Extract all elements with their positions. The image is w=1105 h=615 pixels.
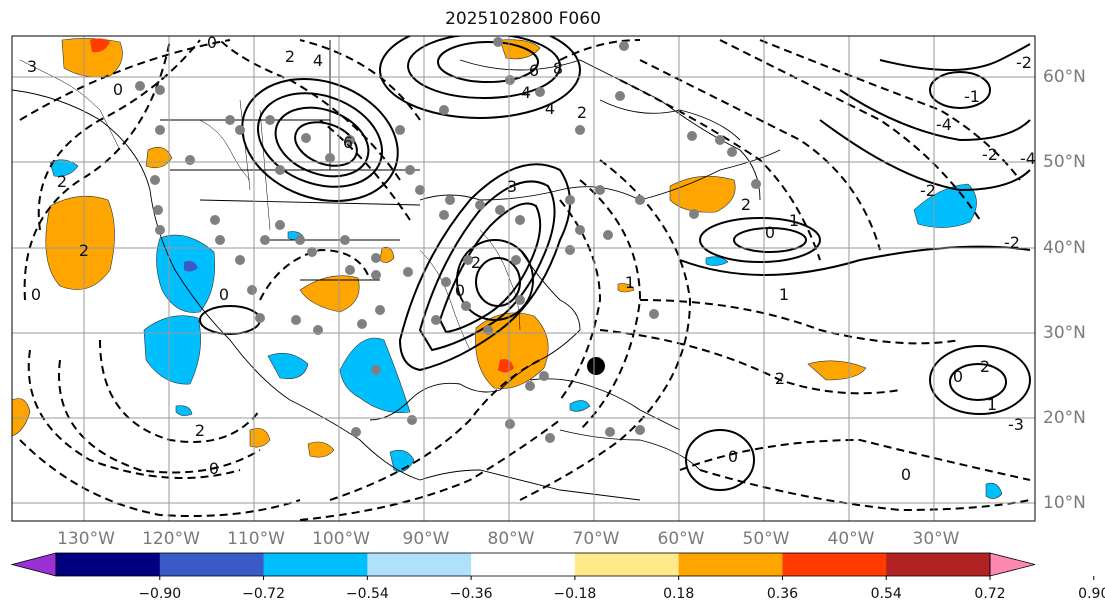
longitude-label: 120°W [142,529,200,549]
colorbar-tick-label: 0.72 [974,586,1006,602]
contour-label: 3 [27,57,37,76]
contour-label: 2 [741,195,751,214]
contour-label: -2 [982,145,998,164]
colorbar-segment [886,553,991,576]
shading-blue [184,260,198,272]
colorbar-tick-label: 0.90 [1078,586,1105,602]
latitude-label: 20°N [1043,408,1086,428]
contour-label: -2 [920,181,936,200]
contour-label: 6 [529,61,539,80]
colorbar-tick-label: −0.72 [242,586,285,602]
colorbar-tick-label: −0.36 [449,586,493,602]
contour-label: -4 [1020,149,1036,168]
latitude-label: 60°N [1043,67,1086,87]
contour-label: 1 [625,273,635,292]
contour-label: 8 [553,59,563,78]
latitude-label: 50°N [1043,152,1086,172]
coastline-detail [19,59,521,351]
longitude-label: 90°W [402,529,450,549]
latitude-label: 40°N [1043,238,1086,258]
colorbar-tick-label: −0.18 [553,586,597,602]
colorbar-tick-label: 0.54 [870,586,902,602]
contour-label: -4 [936,115,952,134]
longitude-label: 130°W [57,529,115,549]
contour-label: 2 [775,369,785,388]
colorbar [10,552,1095,580]
colorbar-extend-low [10,552,57,577]
longitude-label: 60°W [657,529,705,549]
contour-label: 2 [79,241,89,260]
colorbar-tick-label: 0.36 [766,586,799,602]
contour-label: 0 [207,33,217,52]
contour-label: 0 [953,367,963,386]
longitude-label: 100°W [312,529,370,549]
colorbar-tick-label: 0.18 [663,586,695,602]
contour-label: 4 [521,83,531,102]
map-title: 2025102800 F060 [445,9,601,29]
contour-label: 4 [545,99,555,118]
colorbar-segment [367,553,472,576]
contour-label: 1 [779,285,789,304]
station-markers [135,37,761,443]
colorbar-tick-label: −0.90 [138,586,182,602]
colorbar-segment [471,553,576,576]
contour-label: 0 [31,285,41,304]
contour-label: 2 [285,47,295,66]
contour-label: 2 [980,357,990,376]
contour-label: 6 [343,133,353,152]
colorbar-extend-high [989,552,1036,577]
shading-skyblue [49,159,1003,499]
contours-positive [199,36,1031,491]
longitude-label: 30°W [912,529,960,549]
colorbar-segment [678,553,783,576]
contour-label: 4 [313,51,323,70]
contours-negative [19,39,1031,521]
contour-label: -2 [1016,53,1032,72]
latitude-label: 10°N [1043,493,1086,513]
contour-label: 0 [728,447,738,466]
shading-red [90,38,514,373]
colorbar-segment [574,553,680,576]
coastlines [12,40,781,501]
latitude-label: 30°N [1043,323,1086,343]
colorbar-tick-label: −0.54 [345,586,389,602]
contour-label: 2 [57,172,67,191]
contour-label: 2 [577,103,587,122]
contour-label: -3 [1008,415,1024,434]
contour-label: 2 [471,253,481,272]
colorbar-segment [56,553,161,576]
contour-label: 0 [209,459,219,478]
contour-label: 0 [765,223,775,242]
black-marker [587,357,605,375]
gridlines [12,36,1035,521]
contour-label: -2 [1004,233,1020,252]
colorbar-outline [55,552,991,577]
colorbar-segment [263,553,368,576]
contour-label: 1 [987,395,997,414]
shading-orange [12,38,867,458]
longitude-label: 110°W [227,529,285,549]
contour-label: 2 [195,421,205,440]
colorbar-segment [782,553,887,576]
longitude-label: 40°W [827,529,875,549]
colorbar-segment [159,553,265,576]
longitude-label: 50°W [742,529,790,549]
contour-label: 0 [113,80,123,99]
contour-label: 0 [901,465,911,484]
contour-label: 0 [219,285,229,304]
longitude-label: 80°W [487,529,535,549]
longitude-label: 70°W [572,529,620,549]
contour-label: 3 [507,177,517,196]
map-frame [11,35,1036,522]
contour-label: 1 [789,211,799,230]
contour-label: -1 [964,87,980,106]
contour-label: 0 [455,281,465,300]
